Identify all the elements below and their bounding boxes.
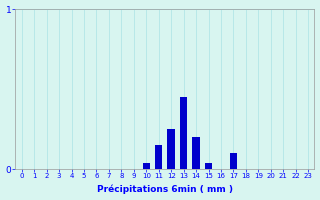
- X-axis label: Précipitations 6min ( mm ): Précipitations 6min ( mm ): [97, 185, 233, 194]
- Bar: [192, 137, 200, 169]
- Bar: [167, 129, 175, 169]
- Bar: [180, 97, 188, 169]
- Bar: [142, 163, 150, 169]
- Bar: [230, 153, 237, 169]
- Bar: [205, 163, 212, 169]
- Bar: [155, 145, 163, 169]
